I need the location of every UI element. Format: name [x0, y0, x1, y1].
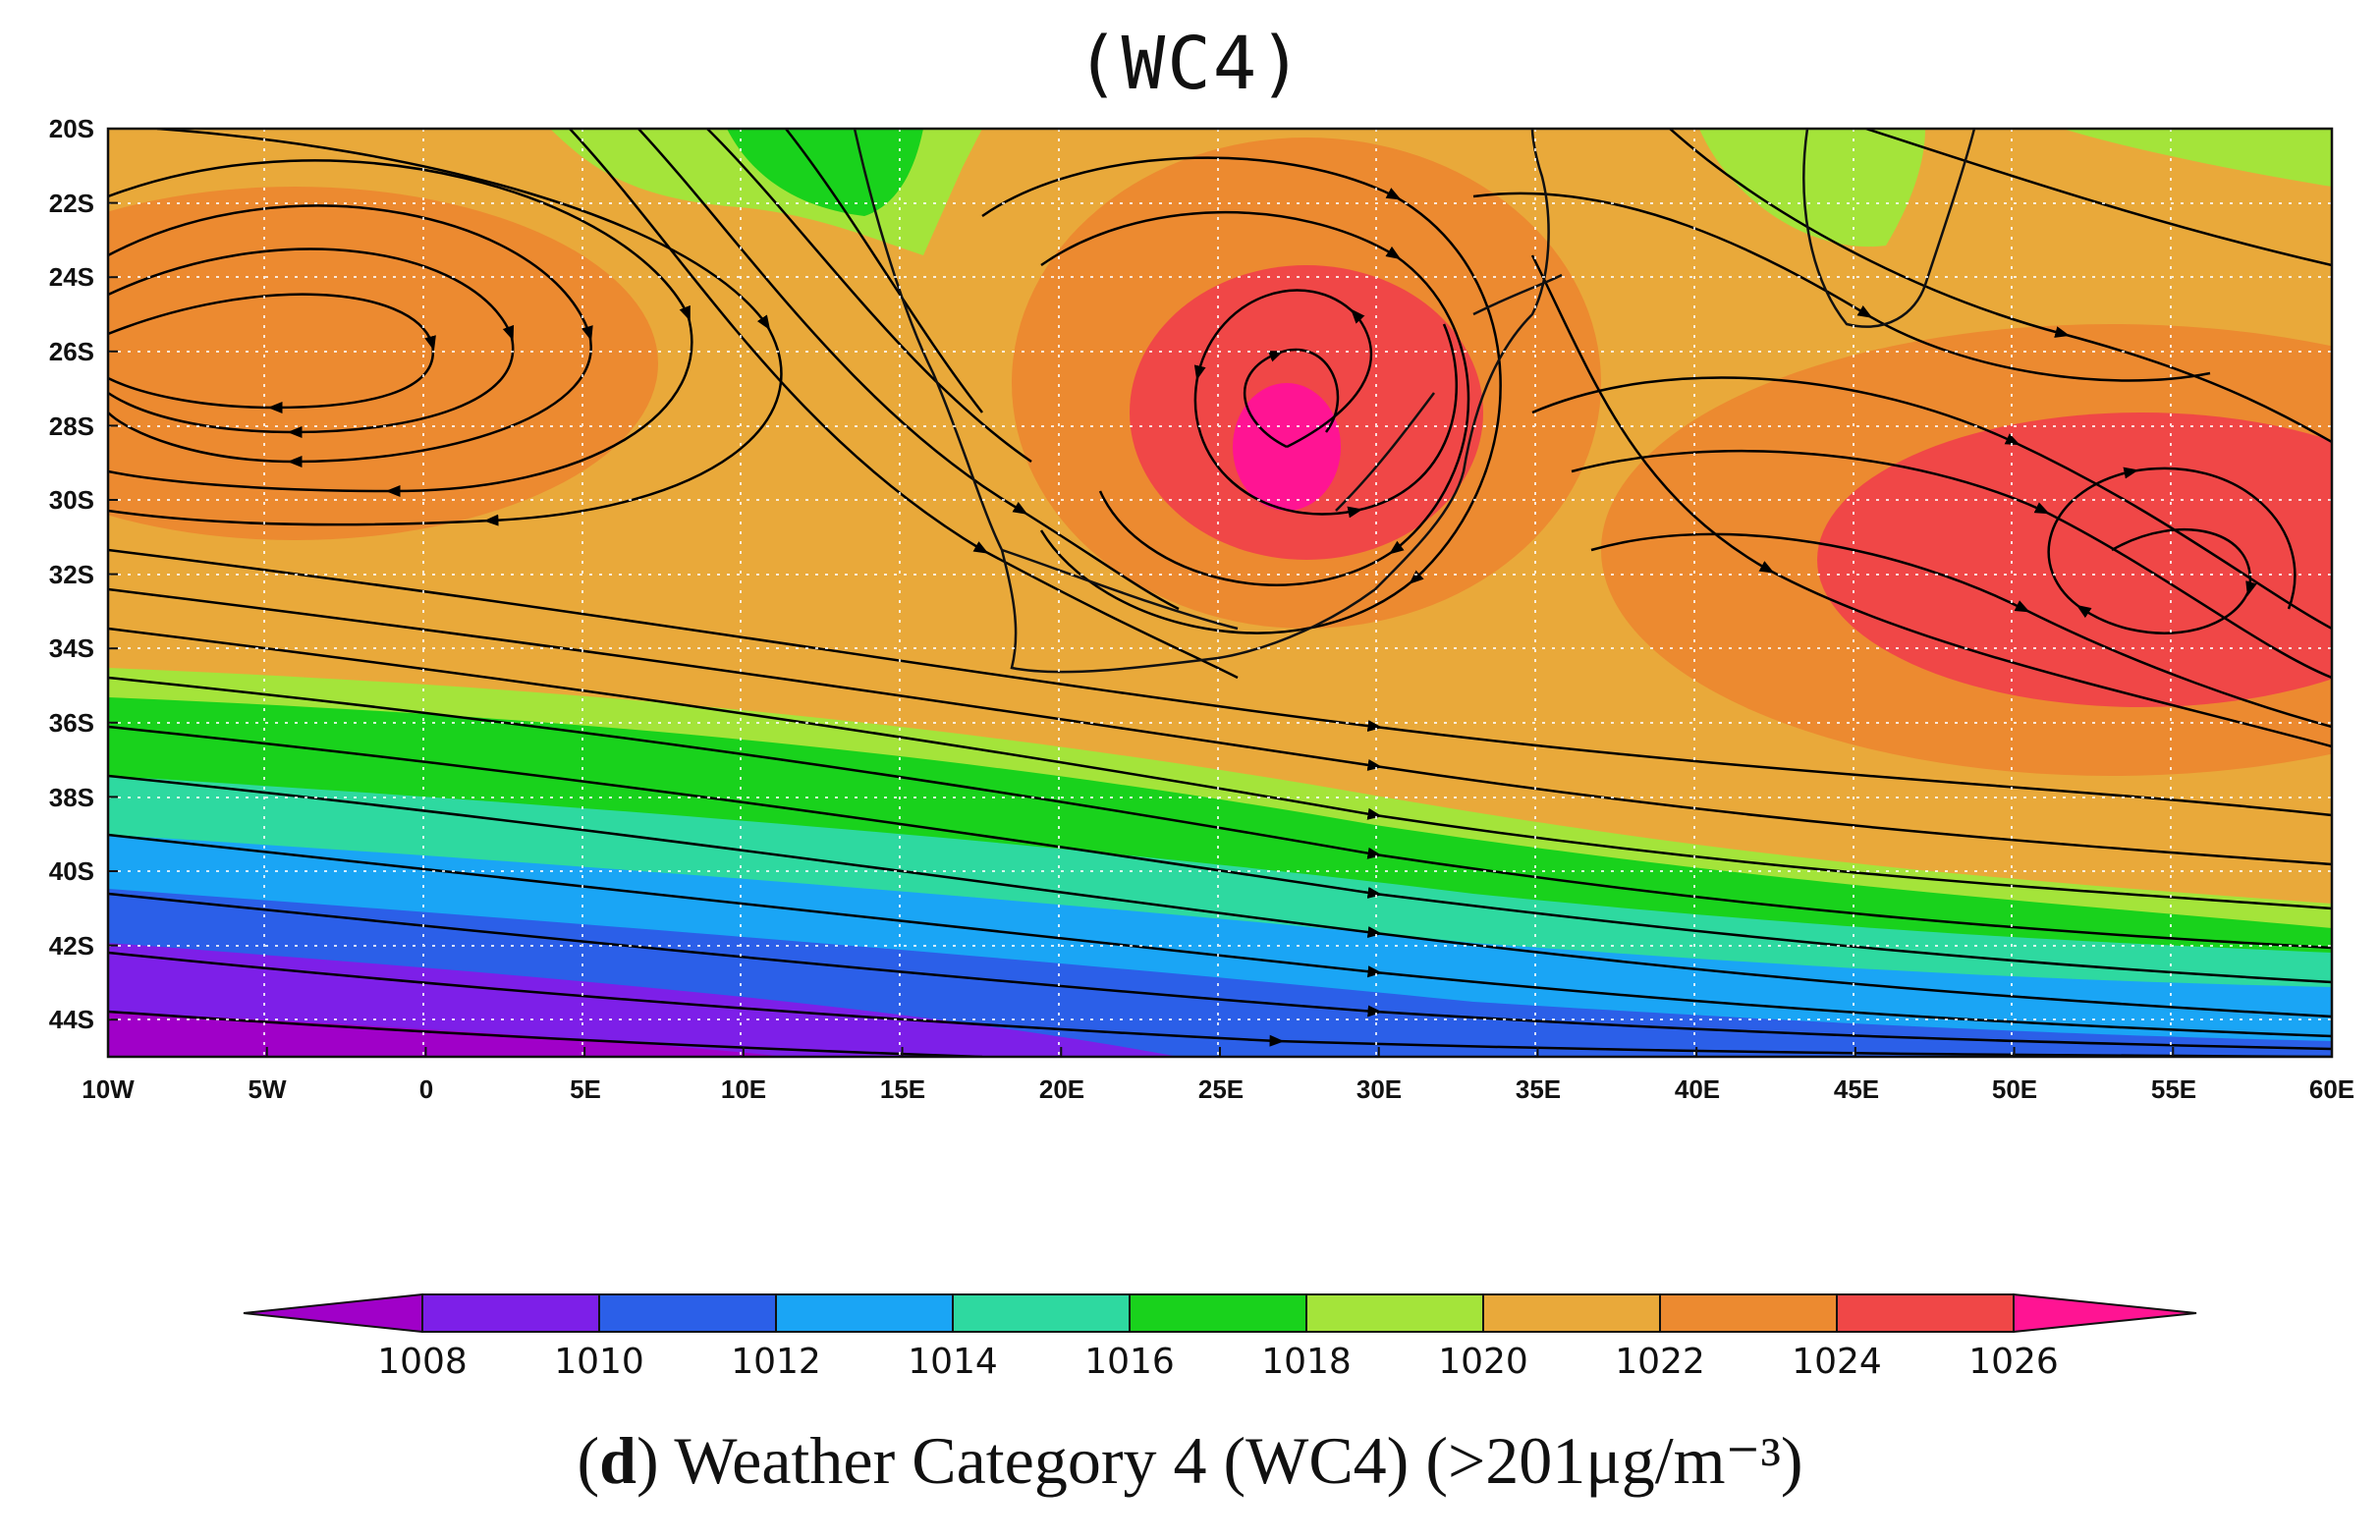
- colorbar-segment: [952, 1293, 1131, 1333]
- colorbar-segment: [1836, 1293, 2015, 1333]
- y-tick-label: 44S: [49, 1005, 94, 1034]
- colorbar-label: 1016: [1084, 1342, 1175, 1382]
- y-tick-label: 20S: [49, 114, 94, 143]
- colorbar-extend-high: [2013, 1292, 2197, 1334]
- graticule: [108, 129, 2332, 1057]
- colorbar-extend-low: [243, 1292, 423, 1334]
- x-tick-label: 40E: [1675, 1074, 1720, 1104]
- y-tick-label: 26S: [49, 337, 94, 366]
- x-tick-label: 25E: [1198, 1074, 1244, 1104]
- x-tick-label: 55E: [2151, 1074, 2196, 1104]
- x-tick-label: 5W: [249, 1074, 287, 1104]
- x-tick-label: 5E: [570, 1074, 601, 1104]
- x-tick-label: 0: [419, 1074, 433, 1104]
- colorbar-segment: [1482, 1293, 1661, 1333]
- y-tick-label: 42S: [49, 931, 94, 961]
- y-axis-labels: 20S 22S 24S 26S 28S 30S 32S 34S 36S 38S …: [49, 114, 94, 1034]
- colorbar-label: 1012: [731, 1342, 821, 1382]
- y-tick-label: 32S: [49, 560, 94, 589]
- x-tick-label: 30E: [1356, 1074, 1402, 1104]
- map-title: (WC4): [1076, 22, 1304, 106]
- colorbar-segment: [1659, 1293, 1838, 1333]
- y-tick-label: 36S: [49, 708, 94, 738]
- colorbar-segment: [1305, 1293, 1484, 1333]
- colorbar: 1008 1010 1012 1014 1016 1018 1020 1022 …: [243, 1292, 2197, 1382]
- streamlines: [108, 129, 2332, 1057]
- x-tick-label: 45E: [1834, 1074, 1879, 1104]
- coastline: [853, 129, 1976, 674]
- y-tick-label: 40S: [49, 856, 94, 886]
- colorbar-label: 1018: [1261, 1342, 1352, 1382]
- colorbar-label: 1010: [554, 1342, 644, 1382]
- y-tick-label: 22S: [49, 189, 94, 218]
- colorbar-label: 1014: [908, 1342, 998, 1382]
- colorbar-label: 1008: [377, 1342, 468, 1382]
- x-tick-label: 60E: [2309, 1074, 2354, 1104]
- colorbar-segment: [598, 1293, 777, 1333]
- x-tick-label: 10W: [82, 1074, 135, 1104]
- axis-ticks: [107, 128, 2333, 1057]
- colorbar-label: 1022: [1615, 1342, 1705, 1382]
- x-tick-label: 15E: [880, 1074, 925, 1104]
- caption-text: ) Weather Category 4 (WC4) (>201μg/m⁻³): [637, 1423, 1803, 1498]
- caption-letter: d: [599, 1423, 637, 1498]
- y-tick-label: 34S: [49, 633, 94, 663]
- y-tick-label: 30S: [49, 485, 94, 515]
- colorbar-label: 1024: [1792, 1342, 1882, 1382]
- colorbar-segment: [775, 1293, 954, 1333]
- x-tick-label: 10E: [721, 1074, 766, 1104]
- x-tick-label: 50E: [1992, 1074, 2037, 1104]
- x-axis-labels: 10W 5W 0 5E 10E 15E 20E 25E 30E 35E 40E …: [82, 1074, 2354, 1104]
- y-tick-label: 24S: [49, 262, 94, 292]
- figure-caption: (d) Weather Category 4 (WC4) (>201μg/m⁻³…: [0, 1422, 2380, 1500]
- x-tick-label: 35E: [1516, 1074, 1561, 1104]
- x-tick-label: 20E: [1039, 1074, 1084, 1104]
- caption-open: (: [577, 1423, 600, 1498]
- pressure-field: [108, 129, 2332, 1057]
- colorbar-label: 1020: [1438, 1342, 1528, 1382]
- colorbar-label: 1026: [1968, 1342, 2059, 1382]
- colorbar-segment: [1129, 1293, 1307, 1333]
- colorbar-segment: [421, 1293, 600, 1333]
- y-tick-label: 28S: [49, 412, 94, 441]
- y-tick-label: 38S: [49, 783, 94, 812]
